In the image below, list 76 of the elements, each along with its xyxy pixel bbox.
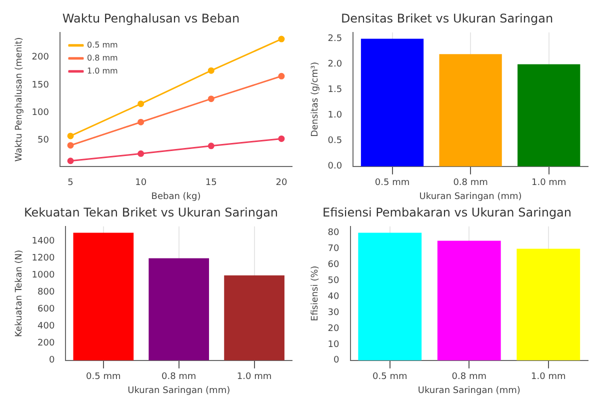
- chart-title: Efisiensi Pembakaran vs Ukuran Saringan: [322, 205, 572, 220]
- y-tick-label: 800: [38, 288, 55, 298]
- point: [138, 100, 144, 108]
- y-tick-label: 80: [328, 228, 340, 238]
- point: [67, 142, 74, 149]
- legend-label: 0.8 mm: [86, 53, 118, 62]
- x-tick-label: 5: [68, 178, 74, 188]
- y-tick-label: 70: [328, 244, 340, 254]
- point: [138, 118, 144, 126]
- y-tick-label: 50: [38, 136, 50, 146]
- legend-label: 1.0 mm: [86, 66, 118, 76]
- y-tick-label: 40: [328, 292, 340, 302]
- bar: [73, 232, 134, 360]
- x-tick-label: 1.0 mm: [531, 178, 566, 188]
- point: [67, 158, 74, 164]
- y-tick-label: 1400: [32, 236, 55, 247]
- chart-title: Waktu Penghalusan vs Beban: [62, 11, 240, 26]
- legend-label: 0.5 mm: [86, 40, 118, 50]
- x-tick-label: 1.0 mm: [236, 372, 272, 382]
- chart-title: Kekuatan Tekan Briket vs Ukuran Saringan: [24, 205, 278, 220]
- x-tick-label: 15: [205, 178, 217, 188]
- bar: [148, 258, 210, 360]
- bar: [518, 64, 580, 166]
- y-tick-label: 200: [32, 52, 50, 63]
- y-tick-label: 2.0: [328, 60, 342, 70]
- y-tick-label: 50: [328, 276, 340, 286]
- bar: [224, 275, 284, 360]
- x-axis-title: Ukuran Saringan (mm): [419, 192, 522, 202]
- y-tick-label: 150: [32, 80, 50, 90]
- x-tick-label: 0.8 mm: [452, 372, 486, 382]
- point: [208, 142, 214, 150]
- y-tick-label: 0: [334, 356, 340, 366]
- y-tick-label: 400: [38, 322, 55, 332]
- y-tick-label: 60: [328, 260, 340, 270]
- y-tick-label: 600: [38, 304, 55, 315]
- y-tick-label: 100: [32, 108, 50, 118]
- x-axis-title: Beban (kg): [151, 192, 201, 202]
- point: [138, 150, 144, 157]
- bar: [437, 240, 501, 360]
- x-axis-title: Ukuran Saringan (mm): [128, 386, 230, 396]
- point: [278, 72, 285, 80]
- y-tick-label: 0: [48, 356, 55, 366]
- point: [278, 36, 285, 42]
- point: [208, 67, 214, 74]
- x-tick-label: 20: [276, 178, 288, 188]
- x-tick-label: 0.5 mm: [372, 372, 408, 382]
- y-tick-label: 1.5: [328, 85, 342, 96]
- y-tick-label: 200: [38, 338, 55, 349]
- point: [67, 132, 74, 140]
- point: [278, 135, 285, 142]
- y-tick-label: 0.0: [328, 162, 342, 172]
- x-tick-label: 0.8 mm: [161, 372, 196, 382]
- x-tick-label: 1.0 mm: [531, 372, 566, 382]
- x-tick-label: 0.8 mm: [453, 178, 488, 188]
- y-tick-label: 10: [328, 340, 340, 350]
- bar: [439, 54, 502, 166]
- chart-title: Densitas Briket vs Ukuran Saringan: [340, 11, 554, 26]
- x-axis-title: Ukuran Saringan (mm): [418, 386, 520, 396]
- y-axis-title: Densitas (g/cm³): [310, 62, 321, 137]
- y-axis-title: Kekuatan Tekan (N): [14, 250, 25, 337]
- x-tick-label: 10: [135, 178, 147, 188]
- y-tick-label: 30: [328, 308, 340, 318]
- y-axis-title: Waktu Penghalusan (menit): [14, 37, 25, 162]
- x-tick-label: 0.5 mm: [86, 372, 121, 382]
- bar: [360, 38, 424, 166]
- y-tick-label: 1200: [32, 254, 55, 264]
- x-tick-label: 0.5 mm: [374, 178, 410, 188]
- y-tick-label: 1000: [32, 270, 55, 281]
- point: [208, 96, 214, 102]
- bar: [516, 248, 580, 360]
- y-tick-label: 0.5: [328, 136, 342, 146]
- y-tick-label: 1.0: [328, 110, 342, 121]
- y-tick-label: 2.5: [328, 34, 342, 44]
- y-tick-label: 20: [328, 324, 340, 334]
- bar: [358, 232, 422, 360]
- y-axis-title: Efisiensi (%): [310, 266, 321, 322]
